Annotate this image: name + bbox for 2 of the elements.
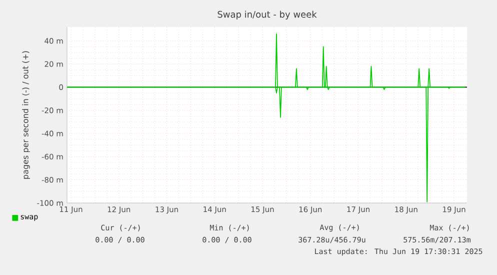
y-axis-title: pages per second in (-) / out (+) [22,51,30,179]
chart-title: Swap in/out - by week [218,10,317,20]
